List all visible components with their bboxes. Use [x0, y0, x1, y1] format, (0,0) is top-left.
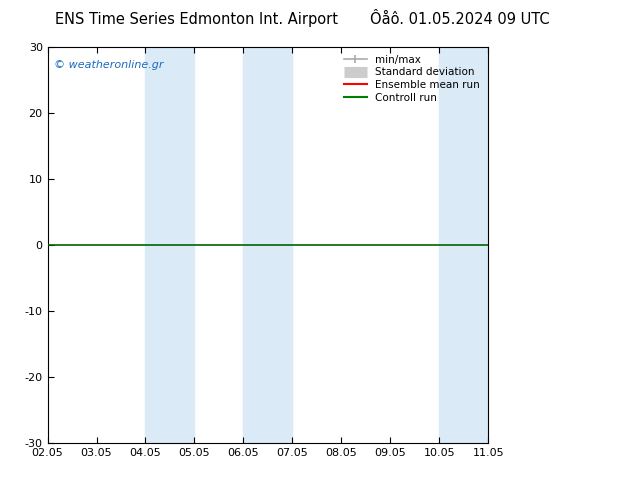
Legend: min/max, Standard deviation, Ensemble mean run, Controll run: min/max, Standard deviation, Ensemble me… — [340, 52, 483, 106]
Text: Ôåô. 01.05.2024 09 UTC: Ôåô. 01.05.2024 09 UTC — [370, 12, 550, 27]
Bar — [439, 47, 488, 443]
Text: ENS Time Series Edmonton Int. Airport: ENS Time Series Edmonton Int. Airport — [55, 12, 338, 27]
Bar — [488, 47, 537, 443]
Bar — [243, 47, 292, 443]
Text: © weatheronline.gr: © weatheronline.gr — [54, 60, 164, 71]
Bar — [145, 47, 195, 443]
